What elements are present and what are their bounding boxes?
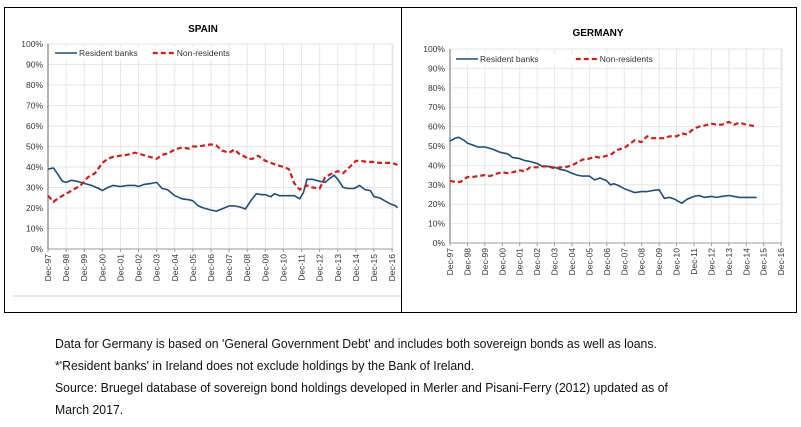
chart-title: GERMANY [572,28,623,39]
x-tick-label: Dec-09 [260,254,270,282]
x-tick-label: Dec-02 [134,254,144,282]
y-tick-label: 20% [26,203,43,213]
x-tick-label: Dec-98 [61,254,71,282]
x-tick-label: Dec-14 [741,248,751,276]
y-tick-label: 20% [428,199,445,209]
legend: Resident banks Non-residents [452,53,653,65]
x-tick-label: Dec-06 [602,248,612,276]
y-tick-label: 40% [428,160,445,170]
x-tick-label: Dec-15 [759,248,769,276]
y-tick-label: 0% [31,244,44,254]
x-tick-label: Dec-16 [387,254,397,282]
y-tick-label: 0% [433,238,446,248]
y-tick-label: 10% [428,219,445,229]
x-tick-label: Dec-08 [242,254,252,282]
x-tick-label: Dec-04 [567,248,577,276]
x-tick-label: Dec-01 [115,254,125,282]
x-tick-label: Dec-09 [654,248,664,276]
x-tick-label: Dec-12 [315,254,325,282]
x-tick-label: Dec-15 [369,254,379,282]
x-tick-label: Dec-05 [188,254,198,282]
resident-banks-line [47,167,399,212]
x-tick-label: Dec-07 [224,254,234,282]
footnotes: Data for Germany is based on 'General Go… [55,333,762,421]
x-tick-label: Dec-97 [43,254,53,282]
non-residents-line [449,120,757,183]
y-tick-label: 80% [428,83,445,93]
x-tick-label: Dec-02 [532,248,542,276]
x-tick-label: Dec-14 [351,254,361,282]
resident-banks-line [449,136,757,204]
legend-label-non-residents: Non-residents [600,54,653,64]
y-tick-label: 60% [428,122,445,132]
x-tick-label: Dec-12 [706,248,716,276]
x-tick-label: Dec-03 [550,248,560,276]
x-tick-label: Dec-11 [297,254,307,281]
legend: Resident banks Non-residents [51,47,230,59]
x-tick-label: Dec-16 [776,248,786,276]
legend-label-non-residents: Non-residents [177,48,230,58]
y-tick-label: 90% [428,63,445,73]
y-tick-label: 100% [423,44,445,54]
y-tick-label: 30% [428,180,445,190]
x-tick-label: Dec-13 [724,248,734,276]
legend-background [51,47,226,59]
x-tick-label: Dec-97 [445,248,455,276]
germany-chart-panel: GERMANY 0% 10% 20% 30% 40% 50% 60% 70% 80% 90% 100%… [401,7,797,313]
y-tick-label: 90% [26,60,43,70]
x-tick-label: Dec-10 [278,254,288,282]
x-tick-label: Dec-05 [584,248,594,276]
x-tick-label: Dec-06 [206,254,216,282]
x-tick-label: Dec-11 [689,248,699,275]
x-tick-label: Dec-98 [462,248,472,276]
x-tick-label: Dec-10 [672,248,682,276]
x-tick-label: Dec-13 [333,254,343,282]
y-tick-label: 30% [26,183,43,193]
y-tick-label: 10% [26,224,43,234]
x-tick-label: Dec-07 [619,248,629,276]
note-source: Source: Bruegel database of sovereign bo… [55,380,668,395]
x-tick-label: Dec-99 [480,248,490,276]
y-tick-label: 60% [26,121,43,131]
chart-title: SPAIN [188,24,218,35]
y-tick-label: 50% [26,142,43,152]
note-source-date: March 2017. [55,402,124,417]
germany-chart: GERMANY 0% 10% 20% 30% 40% 50% 60% 70% 80% 90% 100%… [423,28,786,276]
spain-chart-panel: SPAIN 0% 10% 20% 30% 40% 50% 60% 70% 80% 90% 100% De… [4,7,402,313]
x-tick-label: Dec-99 [79,254,89,282]
x-tick-label: Dec-03 [152,254,162,282]
y-tick-label: 100% [21,39,43,49]
x-tick-label: Dec-00 [97,254,107,282]
y-tick-label: 70% [26,101,43,111]
spain-chart: SPAIN 0% 10% 20% 30% 40% 50% 60% 70% 80% 90% 100% De… [13,24,401,297]
x-tick-label: Dec-08 [637,248,647,276]
y-tick-label: 80% [26,80,43,90]
y-tick-label: 50% [428,141,445,151]
non-residents-line [47,143,398,203]
note-germany-data: Data for Germany is based on 'General Go… [55,336,657,351]
y-tick-label: 40% [26,162,43,172]
legend-label-resident-banks: Resident banks [79,48,138,58]
note-ireland-resident-banks: *'Resident banks' in Ireland does not ex… [55,358,475,373]
y-tick-label: 70% [428,102,445,112]
legend-label-resident-banks: Resident banks [480,54,539,64]
x-tick-label: Dec-01 [515,248,525,276]
legend-background [452,53,652,65]
x-tick-label: Dec-04 [170,254,180,282]
x-tick-label: Dec-00 [497,248,507,276]
